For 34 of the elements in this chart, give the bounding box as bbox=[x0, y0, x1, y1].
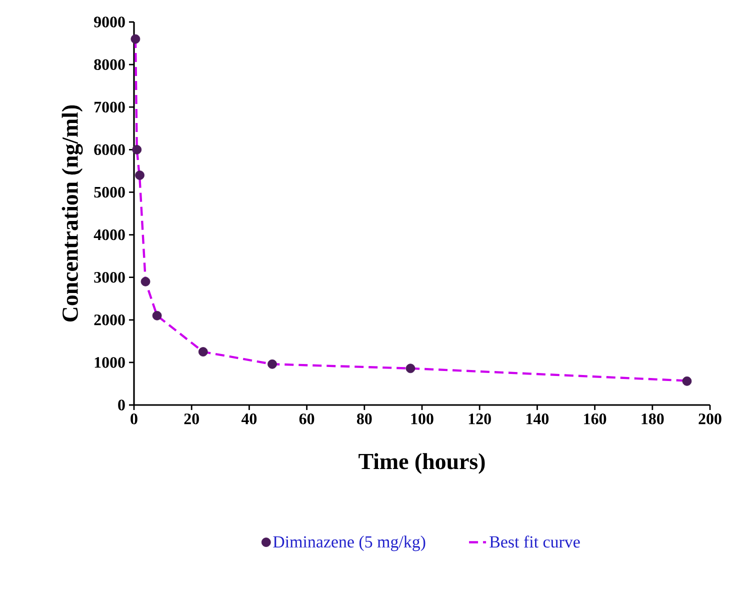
legend-label: Diminazene (5 mg/kg) bbox=[273, 536, 426, 552]
y-tick-label: 5000 bbox=[94, 186, 125, 198]
x-tick-label: 200 bbox=[698, 414, 722, 424]
point bbox=[268, 359, 277, 369]
y-tick-label: 2000 bbox=[94, 314, 125, 326]
x-tick-label: 40 bbox=[241, 414, 257, 424]
point bbox=[140, 276, 150, 286]
y-tick-label: 9000 bbox=[94, 16, 125, 28]
point bbox=[132, 144, 142, 154]
x-tick-label: 160 bbox=[584, 414, 606, 424]
y-tick-label: 0 bbox=[118, 400, 125, 410]
x-tick-label: 180 bbox=[642, 414, 664, 424]
point bbox=[135, 170, 144, 180]
x-tick-label: 100 bbox=[411, 414, 434, 424]
y-tick-label: 1000 bbox=[94, 357, 125, 368]
x-tick-label: 60 bbox=[299, 414, 314, 424]
point bbox=[198, 347, 208, 357]
y-tick-label: 7000 bbox=[94, 102, 125, 112]
y-axis-title: Concentration (ng/ml) bbox=[62, 105, 83, 322]
point bbox=[682, 376, 692, 386]
x-tick-label: 20 bbox=[184, 414, 199, 424]
x-tick-label: 80 bbox=[356, 414, 372, 424]
x-axis-title: Time (hours) bbox=[358, 453, 485, 474]
point bbox=[406, 364, 416, 374]
point bbox=[130, 34, 140, 44]
point bbox=[152, 310, 162, 320]
y-tick-label: 3000 bbox=[94, 272, 125, 283]
y-tick-label: 6000 bbox=[94, 144, 125, 156]
x-tick-label: 140 bbox=[526, 414, 549, 424]
legend-label: Best fit curve bbox=[490, 536, 580, 548]
x-tick-label: 120 bbox=[468, 414, 491, 424]
x-tick-label: 0 bbox=[130, 414, 138, 424]
y-tick-label: 8000 bbox=[94, 59, 125, 70]
y-tick-label: 4000 bbox=[94, 229, 125, 240]
